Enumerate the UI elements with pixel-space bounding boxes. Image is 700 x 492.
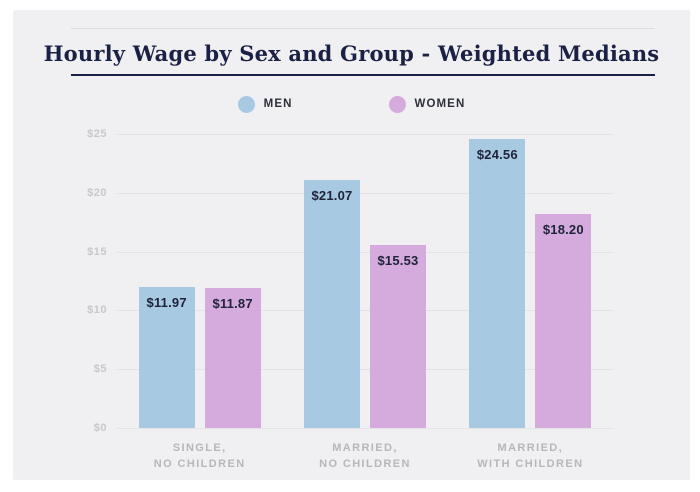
bar-pair: $21.07 $15.53 bbox=[282, 134, 447, 428]
bar-value-label: $15.53 bbox=[377, 253, 419, 269]
legend-label: WOMEN bbox=[414, 98, 466, 110]
bar-group: $21.07 $15.53 MARRIED, NO CHILDREN bbox=[282, 134, 447, 470]
legend-label: MEN bbox=[263, 98, 293, 110]
gridline bbox=[117, 192, 613, 194]
gridline bbox=[117, 428, 613, 429]
bar-women-1: $15.53 bbox=[369, 245, 426, 428]
chart-card: Hourly Wage by Sex and Group - Weighted … bbox=[13, 10, 690, 480]
plot-area: $11.97 $11.87 SINGLE, NO CHILDREN $21.07 $15… bbox=[117, 134, 613, 470]
bar-group: $11.97 $11.87 SINGLE, NO CHILDREN bbox=[117, 134, 282, 470]
gridline bbox=[117, 310, 613, 312]
bar-pair: $24.56 $18.20 bbox=[448, 134, 613, 428]
legend-dot-men bbox=[237, 95, 255, 113]
gridline bbox=[117, 251, 613, 253]
y-tick-label: $20 bbox=[87, 186, 107, 199]
bar-women-0: $11.87 bbox=[204, 288, 261, 428]
gridline bbox=[117, 369, 613, 371]
x-tick-label: MARRIED, NO CHILDREN bbox=[319, 442, 411, 470]
legend-item-men: MEN bbox=[237, 95, 293, 113]
y-axis-labels: $0 $5 $10 $15 $20 $25 bbox=[13, 128, 107, 434]
bar-value-label: $11.97 bbox=[146, 295, 187, 311]
bar-men-2: $24.56 bbox=[469, 139, 526, 428]
legend-dot-women bbox=[388, 95, 406, 113]
bar-value-label: $18.20 bbox=[542, 221, 584, 237]
gridline bbox=[117, 134, 613, 135]
title-underline bbox=[71, 74, 655, 76]
bar-groups: $11.97 $11.87 SINGLE, NO CHILDREN $21.07 $15… bbox=[117, 134, 613, 470]
chart-title: Hourly Wage by Sex and Group - Weighted … bbox=[43, 41, 660, 66]
legend: MEN WOMEN bbox=[13, 94, 690, 114]
x-tick-label: SINGLE, NO CHILDREN bbox=[153, 442, 246, 470]
bar-group: $24.56 $18.20 MARRIED, WITH CHILDREN bbox=[448, 134, 613, 470]
top-divider bbox=[71, 28, 655, 29]
y-tick-label: $0 bbox=[93, 422, 107, 434]
bar-value-label: $11.87 bbox=[212, 296, 253, 312]
bar-men-1: $21.07 bbox=[303, 180, 360, 428]
bar-pair: $11.97 $11.87 bbox=[117, 134, 282, 428]
bar-women-2: $18.20 bbox=[535, 213, 592, 428]
y-tick-label: $5 bbox=[93, 363, 107, 376]
bar-value-label: $21.07 bbox=[311, 188, 353, 204]
y-tick-label: $10 bbox=[87, 304, 107, 317]
y-tick-label: $25 bbox=[87, 128, 107, 140]
bar-men-0: $11.97 bbox=[138, 287, 195, 428]
x-tick-label: MARRIED, WITH CHILDREN bbox=[477, 442, 584, 470]
y-tick-label: $15 bbox=[87, 245, 107, 258]
bar-value-label: $24.56 bbox=[476, 147, 518, 163]
legend-item-women: WOMEN bbox=[388, 95, 466, 113]
